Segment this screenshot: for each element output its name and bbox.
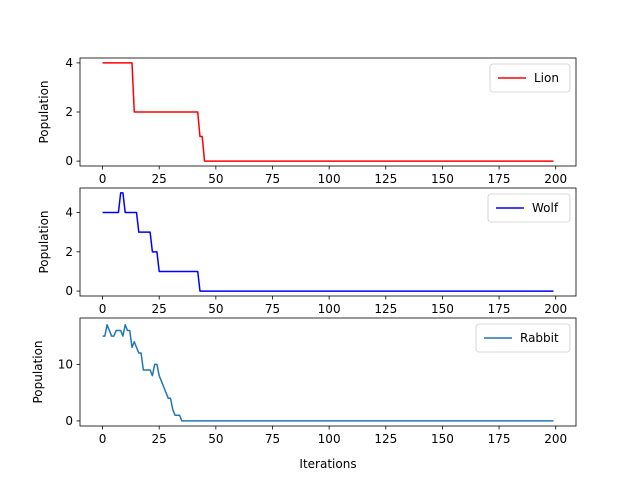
y-tick-label: 0 xyxy=(65,414,73,428)
x-tick-label: 25 xyxy=(152,432,167,446)
x-tick-label: 100 xyxy=(318,302,341,316)
x-tick-label: 75 xyxy=(265,302,280,316)
y-tick-label: 4 xyxy=(65,206,73,220)
subplot-1: 0 25 50 75 100 125 150 175 200 0 2 4 Population Lion xyxy=(37,56,577,186)
x-tick-label: 75 xyxy=(265,432,280,446)
x-tick-label: 100 xyxy=(318,432,341,446)
legend-box xyxy=(475,323,571,353)
x-tick-label: 200 xyxy=(544,302,567,316)
legend-label: Rabbit xyxy=(520,331,559,345)
x-tick-label: 50 xyxy=(208,302,223,316)
legend: Rabbit xyxy=(475,323,571,353)
x-tick-label: 25 xyxy=(152,302,167,316)
y-tick-label: 4 xyxy=(65,56,73,70)
x-tick-label: 125 xyxy=(374,432,397,446)
y-axis-label: Population xyxy=(37,80,51,143)
x-tick-label: 75 xyxy=(265,172,280,186)
x-tick-label: 25 xyxy=(152,172,167,186)
legend-box xyxy=(487,193,571,223)
subplot-2: 0 25 50 75 100 125 150 175 200 0 2 4 Population Wolf xyxy=(37,187,577,316)
x-tick-label: 175 xyxy=(488,302,511,316)
x-tick-label: 175 xyxy=(488,172,511,186)
legend-label: Wolf xyxy=(532,201,559,215)
legend-label: Lion xyxy=(534,71,559,85)
x-tick-label: 50 xyxy=(208,172,223,186)
y-tick-label: 0 xyxy=(65,154,73,168)
y-tick-label: 2 xyxy=(65,245,73,259)
x-tick-label: 200 xyxy=(544,172,567,186)
x-tick-label: 200 xyxy=(544,432,567,446)
y-tick-label: 0 xyxy=(65,284,73,298)
axes-frame xyxy=(79,187,577,297)
x-tick-label: 100 xyxy=(318,172,341,186)
x-tick-label: 150 xyxy=(431,172,454,186)
x-axis-label: Iterations xyxy=(299,457,356,471)
x-tick-label: 125 xyxy=(374,302,397,316)
x-tick-label: 0 xyxy=(99,432,107,446)
x-tick-label: 125 xyxy=(374,172,397,186)
series-line-wolf xyxy=(102,192,554,292)
x-tick-label: 0 xyxy=(99,302,107,316)
y-tick-label: 10 xyxy=(58,357,73,371)
y-axis-label: Population xyxy=(37,210,51,273)
x-tick-label: 0 xyxy=(99,172,107,186)
legend: Wolf xyxy=(487,193,571,223)
x-tick-label: 175 xyxy=(488,432,511,446)
x-tick-label: 150 xyxy=(431,302,454,316)
series-line-lion xyxy=(102,62,554,162)
axes-frame xyxy=(79,317,577,427)
y-axis-label: Population xyxy=(31,340,45,403)
subplot-3: 0 25 50 75 100 125 150 175 200 0 10 Population Itera… xyxy=(31,317,577,471)
legend-box xyxy=(489,63,571,93)
x-tick-label: 150 xyxy=(431,432,454,446)
series-line-rabbit xyxy=(102,324,554,422)
legend: Lion xyxy=(489,63,571,93)
y-tick-label: 2 xyxy=(65,105,73,119)
x-tick-label: 50 xyxy=(208,432,223,446)
